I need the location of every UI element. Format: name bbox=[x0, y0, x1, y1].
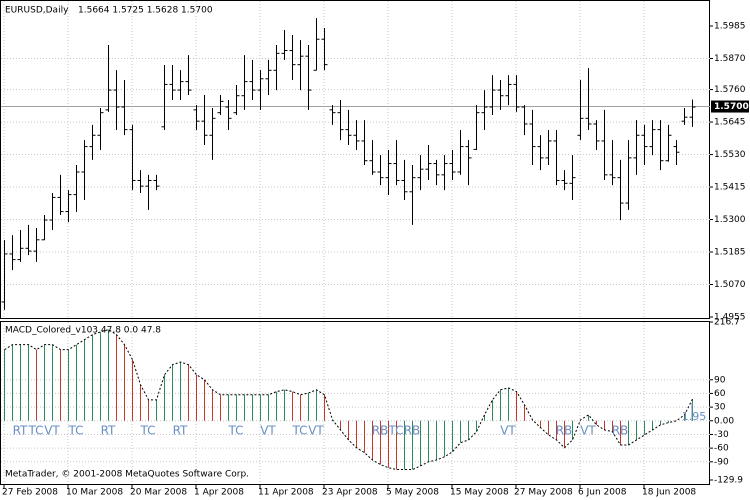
signal-label: TC bbox=[67, 423, 83, 437]
y-tick-label: 1.5870 bbox=[714, 54, 746, 64]
quote: 1.5664 1.5725 1.5628 1.5700 bbox=[78, 6, 213, 16]
y-tick-label: 60 bbox=[714, 389, 726, 399]
y-tick-label: 1.5760 bbox=[714, 85, 746, 95]
x-tick-label: 15 May 2008 bbox=[450, 488, 509, 498]
annotation: 1.95 bbox=[682, 410, 707, 423]
copyright: MetaTrader, © 2001-2008 MetaQuotes Softw… bbox=[5, 470, 249, 480]
signal-label: VT bbox=[260, 423, 276, 437]
signal-label: RB bbox=[556, 423, 573, 437]
y-tick-label: 30 bbox=[714, 403, 726, 413]
signal-label: VT bbox=[500, 423, 516, 437]
text-layer: EURUSD,Daily 1.5664 1.5725 1.5628 1.5700… bbox=[2, 6, 749, 498]
y-tick-label: -129.9 bbox=[714, 476, 743, 486]
y-tick-label: 1.5645 bbox=[714, 118, 746, 128]
y-tick-label: 1.4955 bbox=[714, 313, 746, 323]
y-tick-label: 216.7 bbox=[714, 318, 740, 328]
y-tick-label: -60 bbox=[714, 444, 729, 454]
histogram-outline bbox=[4, 329, 693, 471]
grid-layer bbox=[1, 1, 713, 489]
y-tick-label: 1.5300 bbox=[714, 215, 746, 225]
main-panel-frame bbox=[0, 0, 710, 319]
signal-label: RB bbox=[612, 423, 629, 437]
y-tick-label: 1.5415 bbox=[714, 183, 746, 193]
current-price-box bbox=[711, 100, 749, 113]
signal-label: TC bbox=[139, 423, 155, 437]
y-tick-label: 1.5070 bbox=[714, 280, 746, 290]
y-tick-label: 1.5985 bbox=[714, 22, 746, 32]
indicator-title: MACD_Colored_v103 47.8 0.0 47.8 bbox=[5, 326, 161, 336]
marks-layer bbox=[1, 18, 749, 471]
x-tick-label: 27 May 2008 bbox=[514, 488, 573, 498]
signal-label: TC bbox=[27, 423, 43, 437]
signal-label: RT bbox=[173, 423, 188, 437]
x-tick-label: 1 Apr 2008 bbox=[194, 488, 244, 498]
y-tick-label: -90 bbox=[714, 457, 729, 467]
x-tick-label: 11 Apr 2008 bbox=[258, 488, 314, 498]
x-tick-label: 27 Feb 2008 bbox=[2, 488, 58, 498]
signal-label: TC bbox=[387, 423, 403, 437]
signal-label: RB bbox=[404, 423, 421, 437]
current-price-label: 1.5700 bbox=[714, 102, 749, 112]
x-tick-label: 18 Jun 2008 bbox=[642, 488, 696, 498]
y-tick-label: 1.5530 bbox=[714, 150, 746, 160]
x-tick-label: 5 May 2008 bbox=[386, 488, 439, 498]
x-tick-label: 23 Apr 2008 bbox=[322, 488, 378, 498]
symbol-title: EURUSD,Daily bbox=[5, 6, 69, 16]
y-tick-label: -30 bbox=[714, 430, 729, 440]
signal-label: RT bbox=[101, 423, 116, 437]
signal-label: VT bbox=[44, 423, 60, 437]
x-tick-label: 10 Mar 2008 bbox=[66, 488, 123, 498]
y-tick-label: 1.5185 bbox=[714, 248, 746, 258]
x-tick-label: 20 Mar 2008 bbox=[130, 488, 187, 498]
signal-label: TC bbox=[227, 423, 243, 437]
signal-label: VT bbox=[580, 423, 596, 437]
signal-label: RT bbox=[13, 423, 28, 437]
x-tick-label: 6 Jun 2008 bbox=[578, 488, 627, 498]
y-tick-label: 0.00 bbox=[714, 416, 734, 426]
signal-label: RB bbox=[372, 423, 389, 437]
signal-label: TC bbox=[291, 423, 307, 437]
signal-label: VT bbox=[308, 423, 324, 437]
indicator-panel-frame bbox=[0, 321, 710, 485]
y-tick-label: 90 bbox=[714, 375, 726, 385]
